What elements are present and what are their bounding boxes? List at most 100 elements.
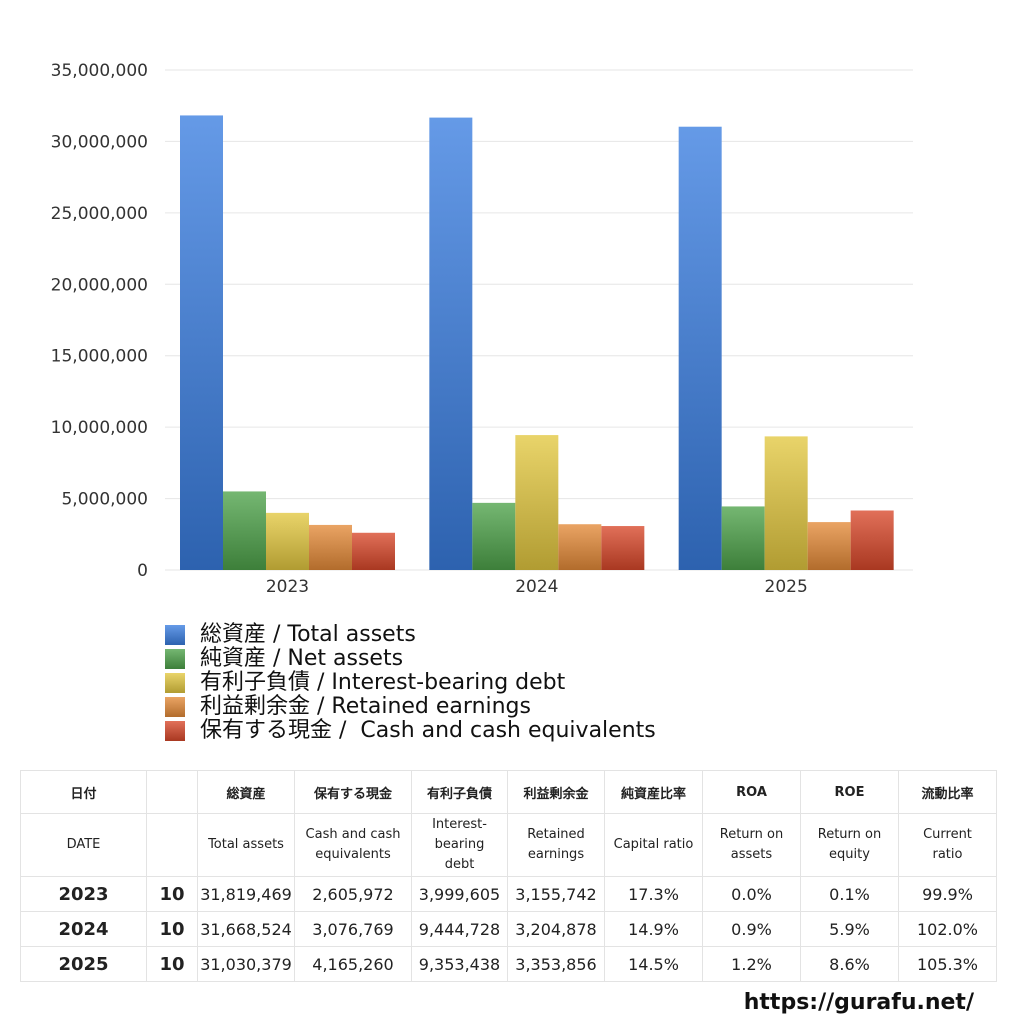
table-cell: 9,353,438 bbox=[411, 946, 508, 982]
table-cell: 2,605,972 bbox=[294, 876, 412, 912]
table-cell: Return on assets bbox=[702, 813, 801, 877]
bar bbox=[180, 115, 223, 570]
table-cell: 14.9% bbox=[604, 911, 703, 947]
table-cell: ROA bbox=[702, 770, 801, 814]
table-cell: 3,155,742 bbox=[507, 876, 605, 912]
legend-item: 利益剰余金 / Retained earnings bbox=[165, 695, 656, 719]
table-cell: 10 bbox=[146, 876, 198, 912]
table-cell: 有利子負債 bbox=[411, 770, 508, 814]
legend-item: 保有する現金 / Cash and cash equivalents bbox=[165, 719, 656, 743]
legend-item: 純資産 / Net assets bbox=[165, 647, 656, 671]
x-tick-label: 2025 bbox=[765, 577, 808, 597]
table-cell: 2024 bbox=[20, 911, 147, 947]
bar-chart: 0 5,000,000 10,000,000 15,000,000 20,000,000… bbox=[51, 61, 913, 597]
table-cell: 総資産 bbox=[197, 770, 295, 814]
site-url[interactable]: https://gurafu.net/ bbox=[743, 990, 974, 1015]
x-tick-label: 2023 bbox=[266, 577, 309, 597]
bar bbox=[309, 524, 352, 570]
table-cell: 31,030,379 bbox=[197, 946, 295, 982]
table-row: 2024 10 31,668,524 3,076,769 9,444,728 3,204,… bbox=[20, 911, 997, 947]
table-cell: 17.3% bbox=[604, 876, 703, 912]
bar bbox=[223, 491, 266, 570]
legend-label: 利益剰余金 / Retained earnings bbox=[200, 694, 531, 719]
table-cell: Current ratio bbox=[898, 813, 997, 877]
table-cell: 4,165,260 bbox=[294, 946, 412, 982]
legend-item: 総資産 / Total assets bbox=[165, 623, 656, 647]
table-cell: 105.3% bbox=[898, 946, 997, 982]
table-cell: 日付 bbox=[20, 770, 147, 814]
bar bbox=[472, 502, 516, 570]
table-cell: Capital ratio bbox=[604, 813, 703, 877]
legend-label: 純資産 / Net assets bbox=[200, 646, 404, 671]
legend-item: 有利子負債 / Interest-bearing debt bbox=[165, 671, 656, 695]
table-cell: ROE bbox=[800, 770, 899, 814]
table-header-jp: 日付 総資産 保有する現金 有利子負債 利益剰余金 純資産比率 ROA ROE 流動比率 bbox=[20, 770, 997, 814]
bar bbox=[678, 126, 722, 571]
y-tick-label: 10,000,000 bbox=[51, 418, 148, 438]
table-cell: 10 bbox=[146, 946, 198, 982]
table-cell: 31,668,524 bbox=[197, 911, 295, 947]
legend-label: 保有する現金 / Cash and cash equivalents bbox=[200, 718, 656, 743]
legend-label: 総資産 / Total assets bbox=[200, 622, 416, 647]
y-tick-label: 35,000,000 bbox=[51, 61, 148, 81]
y-tick-label: 0 bbox=[137, 561, 148, 581]
table-cell: 純資産比率 bbox=[604, 770, 703, 814]
table-cell: 8.6% bbox=[800, 946, 899, 982]
legend-swatch bbox=[165, 697, 185, 717]
legend-label: 有利子負債 / Interest-bearing debt bbox=[200, 670, 566, 695]
table-cell bbox=[146, 770, 198, 814]
table-cell: 1.2% bbox=[702, 946, 801, 982]
table-cell: 3,353,856 bbox=[507, 946, 605, 982]
bar bbox=[558, 524, 602, 570]
bar bbox=[352, 532, 395, 570]
y-tick-label: 5,000,000 bbox=[61, 490, 148, 510]
table-row: 2025 10 31,030,379 4,165,260 9,353,438 3,353,… bbox=[20, 946, 997, 982]
y-tick-label: 25,000,000 bbox=[51, 204, 148, 224]
table-cell bbox=[146, 813, 198, 877]
bar bbox=[515, 435, 559, 570]
bar bbox=[764, 436, 808, 570]
table-cell: Retained earnings bbox=[507, 813, 605, 877]
table-cell: Return on equity bbox=[800, 813, 899, 877]
table-cell: DATE bbox=[20, 813, 147, 877]
table-cell: 31,819,469 bbox=[197, 876, 295, 912]
table-cell: 2023 bbox=[20, 876, 147, 912]
chart-legend: 総資産 / Total assets 純資産 / Net assets 有利子負債 … bbox=[165, 623, 656, 743]
bar bbox=[807, 522, 851, 570]
legend-swatch bbox=[165, 673, 185, 693]
bar bbox=[429, 117, 473, 570]
table-cell: 99.9% bbox=[898, 876, 997, 912]
table-cell: 保有する現金 bbox=[294, 770, 412, 814]
table-cell: 3,204,878 bbox=[507, 911, 605, 947]
legend-swatch bbox=[165, 649, 185, 669]
table-cell: 14.5% bbox=[604, 946, 703, 982]
table-cell: 2025 bbox=[20, 946, 147, 982]
y-tick-label: 15,000,000 bbox=[51, 347, 148, 367]
legend-swatch bbox=[165, 625, 185, 645]
table-cell: 102.0% bbox=[898, 911, 997, 947]
x-tick-label: 2024 bbox=[515, 577, 558, 597]
table-cell: 利益剰余金 bbox=[507, 770, 605, 814]
legend-swatch bbox=[165, 721, 185, 741]
financial-table: 日付 総資産 保有する現金 有利子負債 利益剰余金 純資産比率 ROA ROE 流動比率 DATE… bbox=[20, 770, 997, 982]
table-row: 2023 10 31,819,469 2,605,972 3,999,605 3,155,… bbox=[20, 876, 997, 912]
table-cell: 5.9% bbox=[800, 911, 899, 947]
table-cell: Total assets bbox=[197, 813, 295, 877]
table-cell: 3,999,605 bbox=[411, 876, 508, 912]
table-cell: 0.0% bbox=[702, 876, 801, 912]
y-tick-label: 20,000,000 bbox=[51, 275, 148, 295]
table-cell: 9,444,728 bbox=[411, 911, 508, 947]
table-cell: Interest-bearing debt bbox=[411, 813, 508, 877]
bar bbox=[721, 506, 765, 570]
table-cell: 3,076,769 bbox=[294, 911, 412, 947]
table-cell: 流動比率 bbox=[898, 770, 997, 814]
bar bbox=[850, 510, 894, 570]
table-cell: 0.9% bbox=[702, 911, 801, 947]
table-cell: 0.1% bbox=[800, 876, 899, 912]
y-tick-label: 30,000,000 bbox=[51, 132, 148, 152]
table-cell: Cash and cash equivalents bbox=[294, 813, 412, 877]
bar bbox=[266, 512, 309, 570]
table-header-en: DATE Total assets Cash and cash equivalents… bbox=[20, 813, 997, 877]
bar bbox=[601, 526, 645, 570]
table-cell: 10 bbox=[146, 911, 198, 947]
